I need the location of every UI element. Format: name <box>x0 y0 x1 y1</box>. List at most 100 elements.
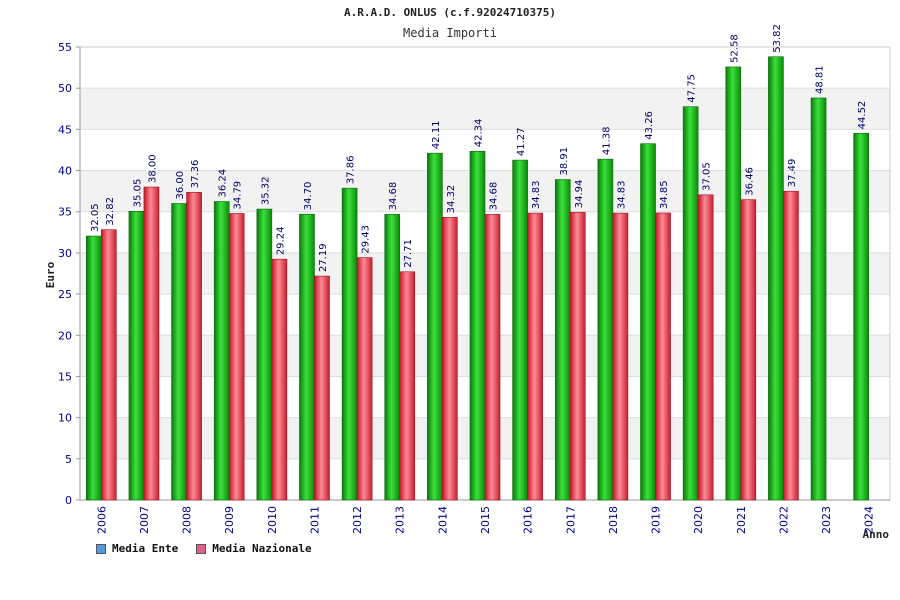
data-label: 36.24 <box>218 169 229 198</box>
bar-media-nazionale <box>356 257 373 501</box>
bar-media-nazionale <box>783 190 799 501</box>
data-label: 34.68 <box>388 182 399 211</box>
data-label: 32.82 <box>105 197 116 226</box>
data-label: 52.58 <box>729 34 740 63</box>
legend-swatch-media-ente <box>96 543 106 554</box>
data-label: 36.46 <box>744 167 755 196</box>
data-label: 29.43 <box>361 225 372 254</box>
data-label: 34.32 <box>446 185 457 214</box>
bar-media-ente <box>213 201 230 501</box>
bar-media-nazionale <box>612 212 629 501</box>
y-tick-label: 20 <box>58 329 72 342</box>
data-label: 34.83 <box>531 180 542 209</box>
data-label: 37.36 <box>190 160 201 189</box>
bar-media-ente <box>853 133 869 501</box>
data-label: 27.71 <box>403 239 414 268</box>
x-tick-label: 2022 <box>777 506 790 534</box>
bar-media-ente <box>512 159 528 501</box>
chart-subtitle: Media Importi <box>403 26 497 40</box>
bar-media-nazionale <box>484 214 501 501</box>
chart-legend: Media Ente Media Nazionale <box>96 542 312 555</box>
bar-media-nazionale <box>271 258 288 501</box>
data-label: 36.00 <box>175 171 186 200</box>
bar-media-nazionale <box>314 275 330 501</box>
x-axis-title: Anno <box>863 528 890 541</box>
chart-title: A.R.A.D. ONLUS (c.f.92024710375) <box>344 6 556 19</box>
bar-media-ente <box>171 203 187 501</box>
bar-media-ente <box>597 158 614 501</box>
y-axis-title: Euro <box>44 261 57 288</box>
data-label: 35.32 <box>260 176 271 205</box>
data-label: 48.81 <box>815 65 826 94</box>
x-tick-label: 2008 <box>181 506 194 534</box>
data-label: 34.85 <box>659 180 670 209</box>
data-label: 44.52 <box>857 101 868 130</box>
x-tick-label: 2016 <box>522 506 535 534</box>
legend-item-media-ente: Media Ente <box>96 542 178 555</box>
x-tick-label: 2006 <box>95 506 108 534</box>
grid-band <box>80 88 890 130</box>
data-label: 42.11 <box>431 121 442 150</box>
bar-media-nazionale <box>697 194 714 501</box>
data-label: 34.83 <box>616 180 627 209</box>
x-tick-label: 2011 <box>308 506 321 534</box>
bar-media-nazionale <box>143 186 160 501</box>
y-tick-label: 0 <box>65 494 72 507</box>
data-label: 53.82 <box>772 24 783 53</box>
bar-media-ente <box>682 106 699 501</box>
data-label: 34.94 <box>574 180 585 209</box>
y-tick-label: 40 <box>58 165 72 178</box>
x-tick-label: 2024 <box>863 506 876 534</box>
bar-media-ente <box>640 143 656 501</box>
bar-media-nazionale <box>569 211 586 501</box>
x-tick-label: 2013 <box>394 506 407 534</box>
legend-label-media-ente: Media Ente <box>112 542 179 555</box>
bar-media-nazionale <box>655 212 671 501</box>
legend-swatch-media-nazionale <box>196 543 207 554</box>
bar-media-nazionale <box>101 229 117 501</box>
bar-media-nazionale <box>442 217 458 501</box>
data-label: 47.75 <box>687 74 698 103</box>
bar-media-ente <box>256 208 273 501</box>
data-label: 27.19 <box>318 243 329 272</box>
x-tick-label: 2018 <box>607 506 620 534</box>
data-label: 37.49 <box>787 159 798 188</box>
bar-media-ente <box>725 66 742 501</box>
bar-media-ente <box>554 179 571 501</box>
data-label: 41.27 <box>516 127 527 156</box>
y-tick-label: 15 <box>58 370 72 383</box>
bar-media-ente <box>86 235 102 501</box>
x-tick-label: 2019 <box>650 506 663 534</box>
bar-media-nazionale <box>228 213 245 501</box>
data-label: 34.79 <box>233 181 244 210</box>
x-tick-label: 2015 <box>479 506 492 534</box>
x-tick-label: 2007 <box>138 506 151 534</box>
x-tick-label: 2012 <box>351 506 364 534</box>
data-label: 35.05 <box>132 179 143 208</box>
y-tick-label: 45 <box>58 123 72 136</box>
y-tick-label: 30 <box>58 247 72 260</box>
data-label: 38.91 <box>559 147 570 176</box>
bar-media-ente <box>128 211 145 501</box>
bar-media-ente <box>299 213 315 501</box>
x-tick-label: 2021 <box>735 506 748 534</box>
x-tick-label: 2023 <box>820 506 833 534</box>
y-tick-label: 5 <box>65 453 72 466</box>
data-label: 42.34 <box>474 119 485 148</box>
legend-item-media-nazionale: Media Nazionale <box>196 542 312 555</box>
data-label: 37.05 <box>702 162 713 191</box>
y-tick-label: 25 <box>58 288 72 301</box>
bar-media-ente <box>427 152 443 501</box>
data-label: 34.68 <box>489 182 500 211</box>
bar-media-ente <box>384 214 401 501</box>
y-tick-label: 50 <box>58 82 72 95</box>
x-tick-label: 2014 <box>436 506 449 534</box>
data-label: 37.86 <box>346 156 357 185</box>
bar-media-ente <box>810 97 827 501</box>
bar-media-ente <box>341 187 358 501</box>
y-tick-label: 10 <box>58 412 72 425</box>
legend-label-media-nazionale: Media Nazionale <box>212 542 312 555</box>
x-tick-label: 2009 <box>223 506 236 534</box>
y-tick-label: 35 <box>58 206 72 219</box>
